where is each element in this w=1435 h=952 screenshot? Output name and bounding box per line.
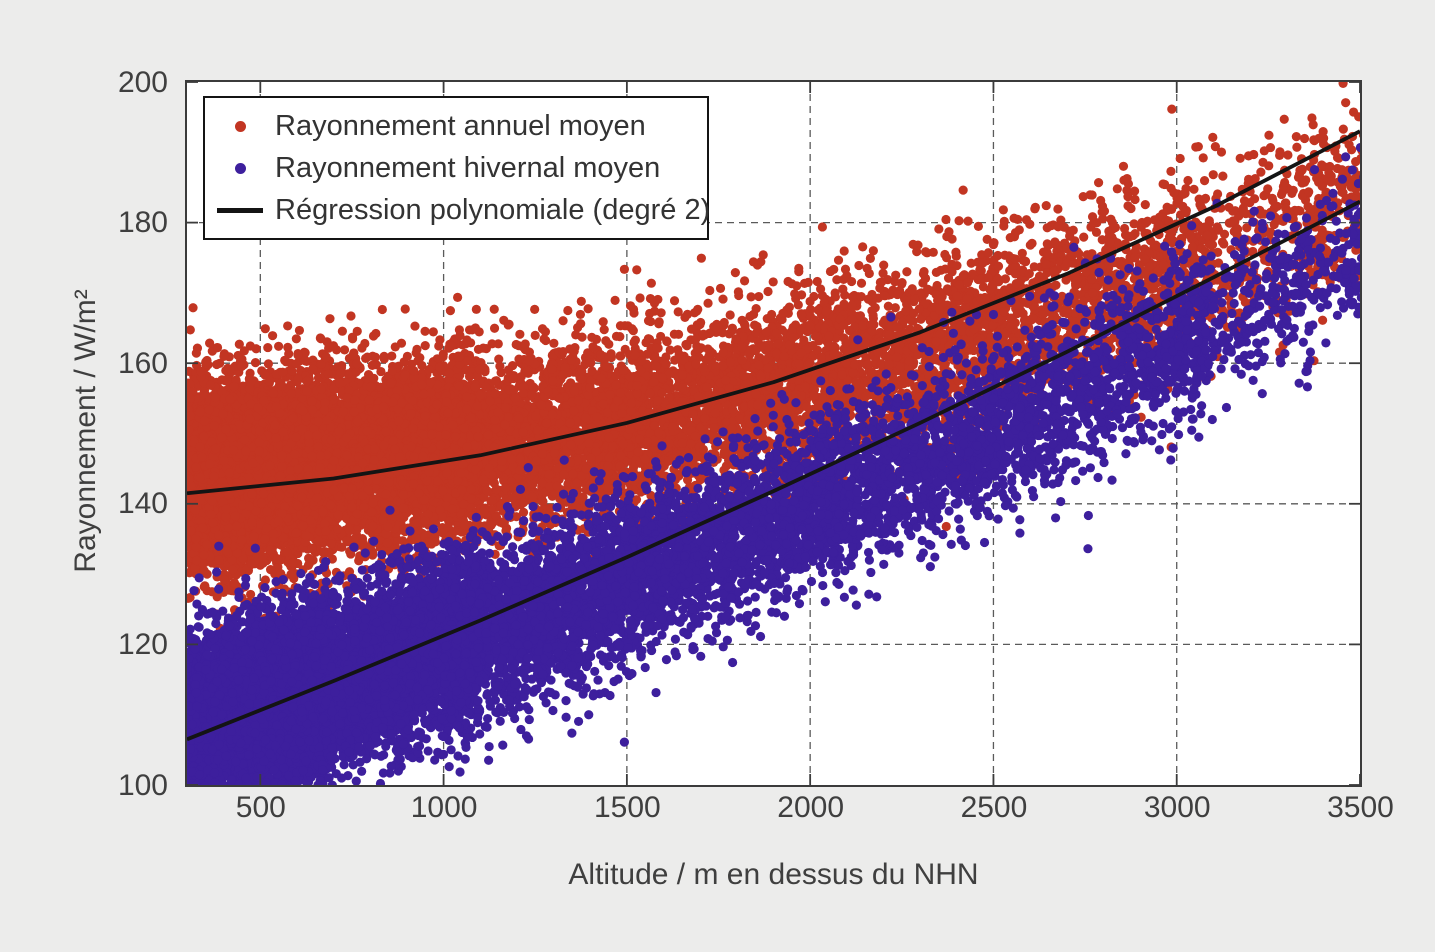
x-axis-label: Altitude / m en dessus du NHN [568, 858, 979, 891]
y-tick-label: 180 [117, 206, 168, 240]
dot-marker [234, 120, 246, 132]
plot-area: Rayonnement annuel moyen Rayonnement hive… [185, 80, 1362, 787]
x-tick-label: 1500 [594, 791, 661, 824]
legend-label: Rayonnement hivernal moyen [275, 151, 661, 184]
legend: Rayonnement annuel moyen Rayonnement hive… [203, 96, 711, 240]
y-tick-label: 120 [117, 627, 168, 661]
legend-line-icon [205, 207, 275, 213]
legend-entry: Régression polynomiale (degré 2) [205, 189, 711, 231]
legend-entry: Rayonnement hivernal moyen [205, 147, 707, 189]
line-marker [217, 207, 263, 213]
x-tick-label: 3000 [1143, 791, 1211, 824]
y-tick-label: 100 [117, 768, 168, 802]
legend-label: Rayonnement annuel moyen [275, 109, 646, 142]
y-tick-label: 200 [117, 65, 168, 99]
x-tick-label: 2000 [777, 791, 845, 824]
x-tick-label: 500 [235, 791, 286, 824]
legend-entry: Rayonnement annuel moyen [205, 105, 707, 147]
legend-label: Régression polynomiale (degré 2) [275, 193, 711, 226]
x-tick-label: 1000 [410, 791, 478, 824]
legend-dot-icon [205, 162, 275, 174]
y-tick-label: 160 [117, 346, 168, 380]
legend-dot-icon [205, 120, 275, 132]
x-tick-label: 3500 [1327, 791, 1394, 824]
y-tick-label: 140 [117, 487, 168, 521]
y-axis-label: Rayonnement / W/m² [69, 289, 102, 573]
dot-marker [234, 162, 246, 174]
x-tick-label: 2500 [960, 791, 1028, 824]
